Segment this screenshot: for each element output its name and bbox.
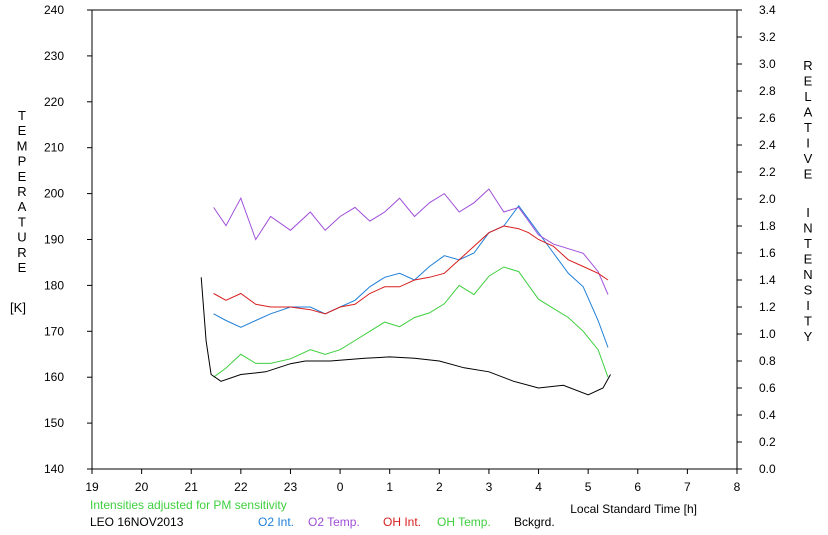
right-axis-letter: N	[803, 267, 812, 282]
left-tick-label: 220	[44, 95, 64, 109]
series-line-oh-temp	[213, 266, 609, 378]
right-tick-label: 3.2	[759, 30, 776, 44]
x-axis-label: Local Standard Time [h]	[570, 502, 697, 516]
series-line-o2-temp	[213, 188, 609, 295]
x-tick-label: 20	[135, 480, 149, 494]
right-axis-letter: S	[804, 283, 813, 298]
right-tick-label: 0.2	[759, 435, 776, 449]
left-tick-label: 200	[44, 187, 64, 201]
left-axis-letter: R	[17, 184, 26, 199]
left-tick-label: 150	[44, 416, 64, 430]
right-tick-label: 2.6	[759, 111, 776, 125]
left-axis-letter: E	[18, 260, 27, 275]
legend-entry: OH Int.	[383, 515, 421, 529]
left-axis-ticks: 140 150 160 170 180 190 200 210 220 230 240	[44, 3, 92, 476]
sensitivity-note: Intensities adjusted for PM sensitivity	[90, 498, 287, 512]
right-axis-letter: N	[803, 221, 812, 236]
left-axis-letter: E	[18, 123, 27, 138]
right-tick-label: 1.6	[759, 246, 776, 260]
legend-entry: Bckgrd.	[514, 515, 555, 529]
right-axis-letter: T	[804, 120, 812, 135]
right-tick-label: 2.4	[759, 138, 776, 152]
series-line-bckgrd	[200, 277, 611, 396]
left-tick-label: 230	[44, 49, 64, 63]
left-tick-label: 140	[44, 462, 64, 476]
x-tick-label: 7	[684, 480, 691, 494]
left-axis-letter: M	[17, 138, 28, 153]
legend-entry: OH Temp.	[437, 515, 491, 529]
right-axis-letter: I	[806, 136, 810, 151]
right-axis-letter: V	[804, 151, 813, 166]
left-axis-letter: T	[18, 108, 26, 123]
legend: O2 Int. O2 Temp. OH Int. OH Temp. Bckgrd.	[258, 515, 555, 529]
legend-entry: O2 Int.	[258, 515, 294, 529]
x-tick-label: 2	[436, 480, 443, 494]
right-tick-label: 3.4	[759, 3, 776, 17]
x-tick-label: 1	[386, 480, 393, 494]
right-axis-letter: E	[804, 252, 813, 267]
x-tick-label: 3	[486, 480, 493, 494]
right-axis-letter: R	[803, 58, 812, 73]
right-axis-letter: L	[804, 89, 811, 104]
right-axis-ticks: 0.0 0.2 0.4 0.6 0.8 1.0 1.2 1.4 1.6 1.8 2.0 2.2 2.4 2…	[737, 3, 776, 476]
right-axis-letter: E	[804, 167, 813, 182]
left-axis-letter: E	[18, 169, 27, 184]
right-tick-label: 0.6	[759, 381, 776, 395]
right-tick-label: 2.0	[759, 192, 776, 206]
right-axis-letter: I	[806, 298, 810, 313]
left-axis-letter: A	[18, 199, 27, 214]
x-tick-label: 19	[85, 480, 99, 494]
left-tick-label: 170	[44, 324, 64, 338]
x-tick-label: 23	[284, 480, 298, 494]
station-date: LEO 16NOV2013	[90, 515, 184, 529]
right-tick-label: 1.2	[759, 300, 776, 314]
x-tick-label: 0	[337, 480, 344, 494]
left-tick-label: 180	[44, 278, 64, 292]
x-tick-label: 8	[734, 480, 741, 494]
right-tick-label: 3.0	[759, 57, 776, 71]
right-axis-letter: Y	[804, 329, 813, 344]
right-tick-label: 1.0	[759, 327, 776, 341]
left-axis-letter: T	[18, 214, 26, 229]
x-tick-label: 6	[634, 480, 641, 494]
left-axis-letter: U	[17, 230, 26, 245]
x-axis-ticks: 19 20 21 22 23 0 1 2 3 4 5 6 7 8	[85, 469, 741, 494]
right-tick-label: 0.4	[759, 408, 776, 422]
series-layer	[200, 188, 611, 396]
right-tick-label: 0.0	[759, 462, 776, 476]
right-axis-letter: T	[804, 236, 812, 251]
left-axis-letter: R	[17, 245, 26, 260]
left-tick-label: 210	[44, 141, 64, 155]
right-axis-letter: T	[804, 314, 812, 329]
left-tick-label: 160	[44, 370, 64, 384]
left-axis-unit: [K]	[10, 300, 26, 315]
left-axis-letter: P	[18, 154, 27, 169]
right-tick-label: 2.8	[759, 84, 776, 98]
right-axis-letter: E	[804, 74, 813, 89]
x-tick-label: 5	[585, 480, 592, 494]
right-axis-letter: A	[804, 105, 813, 120]
plot-frame	[91, 9, 738, 470]
left-tick-label: 190	[44, 233, 64, 247]
right-tick-label: 1.4	[759, 273, 776, 287]
left-tick-label: 240	[44, 3, 64, 17]
series-line-oh-int	[213, 225, 609, 315]
x-tick-label: 22	[234, 480, 248, 494]
legend-entry: O2 Temp.	[308, 515, 360, 529]
right-tick-label: 2.2	[759, 165, 776, 179]
series-line-o2-int	[213, 204, 609, 348]
x-tick-label: 21	[185, 480, 199, 494]
right-tick-label: 1.8	[759, 219, 776, 233]
x-tick-label: 4	[535, 480, 542, 494]
right-tick-label: 0.8	[759, 354, 776, 368]
right-axis-letter: I	[806, 205, 810, 220]
